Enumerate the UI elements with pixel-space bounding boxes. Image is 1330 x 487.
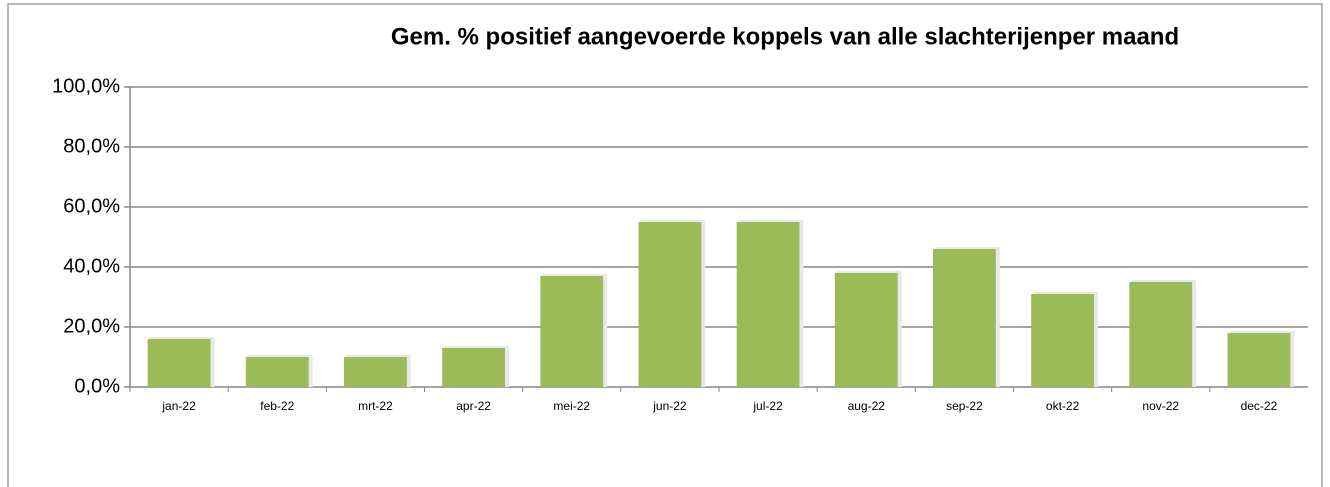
bar: [1227, 333, 1291, 387]
bar: [933, 249, 996, 387]
x-tick-label: apr-22: [456, 399, 491, 413]
bar: [834, 273, 898, 387]
bar: [540, 276, 604, 387]
x-tick-label: sep-22: [946, 399, 983, 413]
y-tick-label: 100,0%: [52, 75, 120, 97]
x-tick-label: mrt-22: [358, 399, 393, 413]
x-tick-label: aug-22: [848, 399, 886, 413]
chart-title: Gem. % positief aangevoerde koppels van …: [391, 23, 1179, 50]
bar: [147, 339, 211, 387]
x-tick-label: okt-22: [1046, 399, 1080, 413]
y-tick-label: 60,0%: [63, 195, 120, 217]
x-tick-label: mei-22: [553, 399, 590, 413]
bar: [1031, 294, 1094, 387]
y-tick-label: 80,0%: [63, 135, 120, 157]
y-tick-label: 40,0%: [63, 255, 120, 277]
x-tick-label: jun-22: [652, 399, 687, 413]
x-tick-label: dec-22: [1241, 399, 1278, 413]
x-tick-label: jan-22: [161, 399, 196, 413]
bar: [1129, 282, 1193, 387]
x-tick-label: feb-22: [260, 399, 294, 413]
x-tick-label: jul-22: [752, 399, 783, 413]
bar: [638, 222, 702, 387]
bar: [442, 348, 505, 387]
bar: [344, 357, 407, 387]
y-tick-label: 0,0%: [74, 375, 120, 397]
y-tick-label: 20,0%: [63, 315, 120, 337]
bar: [736, 222, 800, 387]
x-tick-label: nov-22: [1142, 399, 1179, 413]
bar: [245, 357, 309, 387]
